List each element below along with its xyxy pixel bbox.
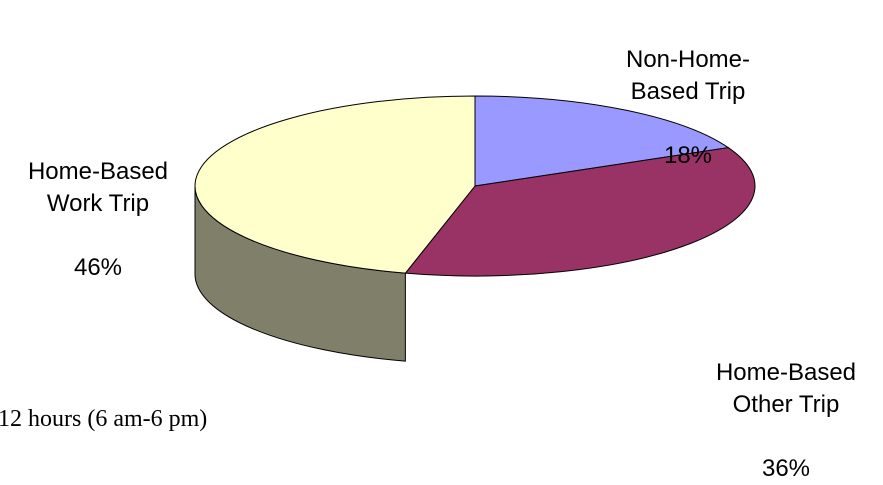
- slice-home-based-other-trip: [404, 147, 756, 277]
- slice-non-home-based-trip: [474, 95, 730, 187]
- label-home-based-other: Home-Based Other Trip 36%: [686, 325, 883, 485]
- slice-name-home-based-work: Home-Based Work Trip: [27, 158, 169, 217]
- label-home-based-work: Home-Based Work Trip 46%: [0, 124, 196, 284]
- slice-name-home-based-other: Home-Based Other Trip: [715, 359, 857, 418]
- slice-value-non-home-based: 18%: [663, 142, 713, 169]
- footnote: me: 12 hours (6 am-6 pm): [0, 406, 208, 432]
- label-non-home-based: Non-Home- Based Trip 18%: [578, 12, 798, 172]
- pie-chart: [194, 95, 756, 362]
- slice-name-non-home-based: Non-Home- Based Trip: [625, 46, 751, 105]
- slice-home-based-work-trip: [194, 95, 476, 274]
- slice-value-home-based-other: 36%: [761, 455, 811, 482]
- slice-value-home-based-work: 46%: [73, 254, 123, 281]
